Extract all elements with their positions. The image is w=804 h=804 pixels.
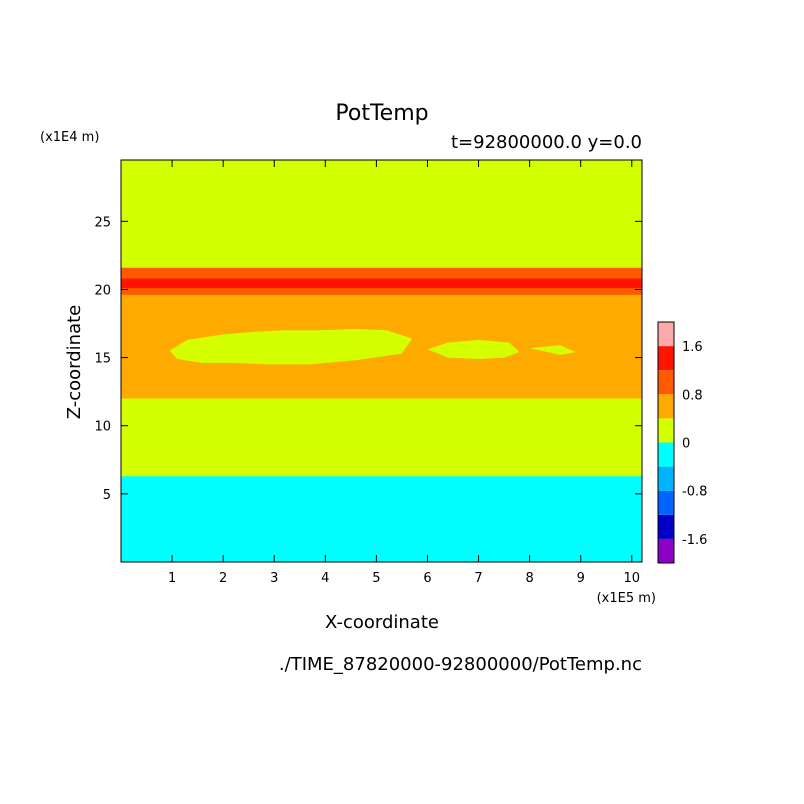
colorbar-swatch-3 [658, 466, 674, 491]
x-tick-label-1: 1 [168, 571, 176, 586]
x-tick-label-6: 6 [423, 571, 431, 586]
colorbar-label-0: -1.6 [682, 533, 707, 548]
colorbar-swatch-8 [658, 346, 674, 371]
y-tick-label-5: 5 [103, 488, 111, 503]
y-tick-label-15: 15 [94, 352, 111, 367]
colorbar-swatch-0 [658, 538, 674, 563]
contour-band-0 [121, 476, 642, 562]
axis-ticks: 1 2 3 4 5 6 7 8 9 10 5 10 15 20 25 [94, 160, 642, 586]
x-axis-unit: (x1E5 m) [597, 591, 656, 606]
colorbar: -1.6 -0.8 0 0.8 1.6 [657, 321, 707, 564]
x-tick-label-5: 5 [372, 571, 380, 586]
y-tick-label-25: 25 [94, 215, 111, 230]
x-tick-label-3: 3 [270, 571, 278, 586]
colorbar-label-1: -0.8 [682, 485, 707, 500]
x-tick-label-9: 9 [577, 571, 585, 586]
colorbar-swatch-2 [658, 490, 674, 515]
colorbar-label-4: 1.6 [682, 340, 703, 355]
x-tick-label-2: 2 [219, 571, 227, 586]
x-tick-label-4: 4 [321, 571, 329, 586]
y-axis-label: Z-coordinate [64, 305, 85, 420]
colorbar-swatch-7 [658, 370, 674, 395]
colorbar-swatch-1 [658, 514, 674, 539]
y-axis-unit: (x1E4 m) [40, 130, 99, 145]
x-tick-label-10: 10 [624, 571, 641, 586]
colorbar-swatch-9 [658, 322, 674, 347]
chart-subtitle: t=92800000.0 y=0.0 [451, 132, 642, 153]
plot-area [121, 160, 642, 562]
colorbar-label-2: 0 [682, 437, 690, 452]
chart-title: PotTemp [335, 101, 428, 126]
contour-patch-0 [169, 329, 413, 365]
contour-band-4 [121, 278, 642, 289]
colorbar-swatch-5 [658, 418, 674, 443]
y-tick-label-10: 10 [94, 420, 111, 435]
contour-band-1 [121, 398, 642, 477]
y-tick-label-20: 20 [94, 283, 111, 298]
contour-band-5 [121, 160, 642, 268]
colorbar-swatch-6 [658, 394, 674, 419]
contour-patch-2 [529, 345, 576, 355]
colorbar-swatch-4 [658, 442, 674, 467]
colorbar-label-3: 0.8 [682, 388, 703, 403]
x-tick-label-7: 7 [474, 571, 482, 586]
contour-patch-1 [427, 339, 520, 359]
x-tick-label-8: 8 [525, 571, 533, 586]
colorbar-frame [657, 321, 675, 564]
source-file-label: ./TIME_87820000-92800000/PotTemp.nc [279, 654, 642, 675]
x-axis-label: X-coordinate [325, 612, 439, 633]
plot-frame [120, 159, 643, 563]
